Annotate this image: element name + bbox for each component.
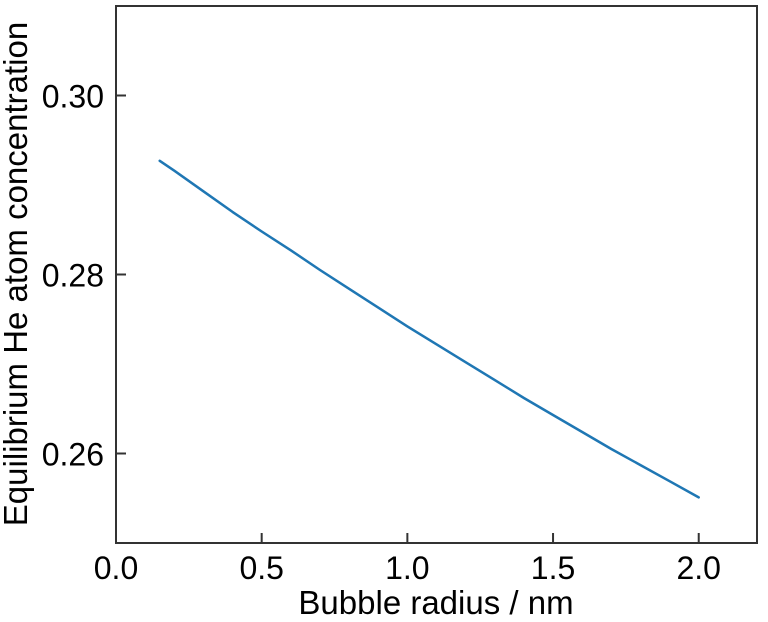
x-axis-title: Bubble radius / nm xyxy=(298,584,573,621)
x-tick-label: 1.0 xyxy=(385,550,429,586)
axis-ticks xyxy=(115,94,700,542)
x-tick-label: 1.5 xyxy=(531,550,575,586)
series-lines xyxy=(158,159,700,499)
y-tick-label: 0.26 xyxy=(42,437,104,473)
y-tick-label: 0.28 xyxy=(42,258,104,294)
x-tick-label: 0.0 xyxy=(94,550,138,586)
series-line xyxy=(158,159,700,499)
y-axis-title: Equilibrium He atom concentration xyxy=(0,22,34,526)
y-tick-label: 0.30 xyxy=(42,79,104,115)
tick-labels: 0.0 0.5 1.0 1.5 2.0 0.26 0.28 0.30 xyxy=(42,79,721,587)
x-tick-label: 0.5 xyxy=(239,550,283,586)
x-tick-label: 2.0 xyxy=(676,550,720,586)
plot-area-border xyxy=(115,5,758,544)
